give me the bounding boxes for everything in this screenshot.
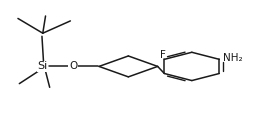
Text: F: F — [160, 50, 166, 60]
Text: Si: Si — [38, 61, 48, 71]
Text: NH₂: NH₂ — [224, 53, 243, 63]
Text: O: O — [69, 61, 77, 71]
